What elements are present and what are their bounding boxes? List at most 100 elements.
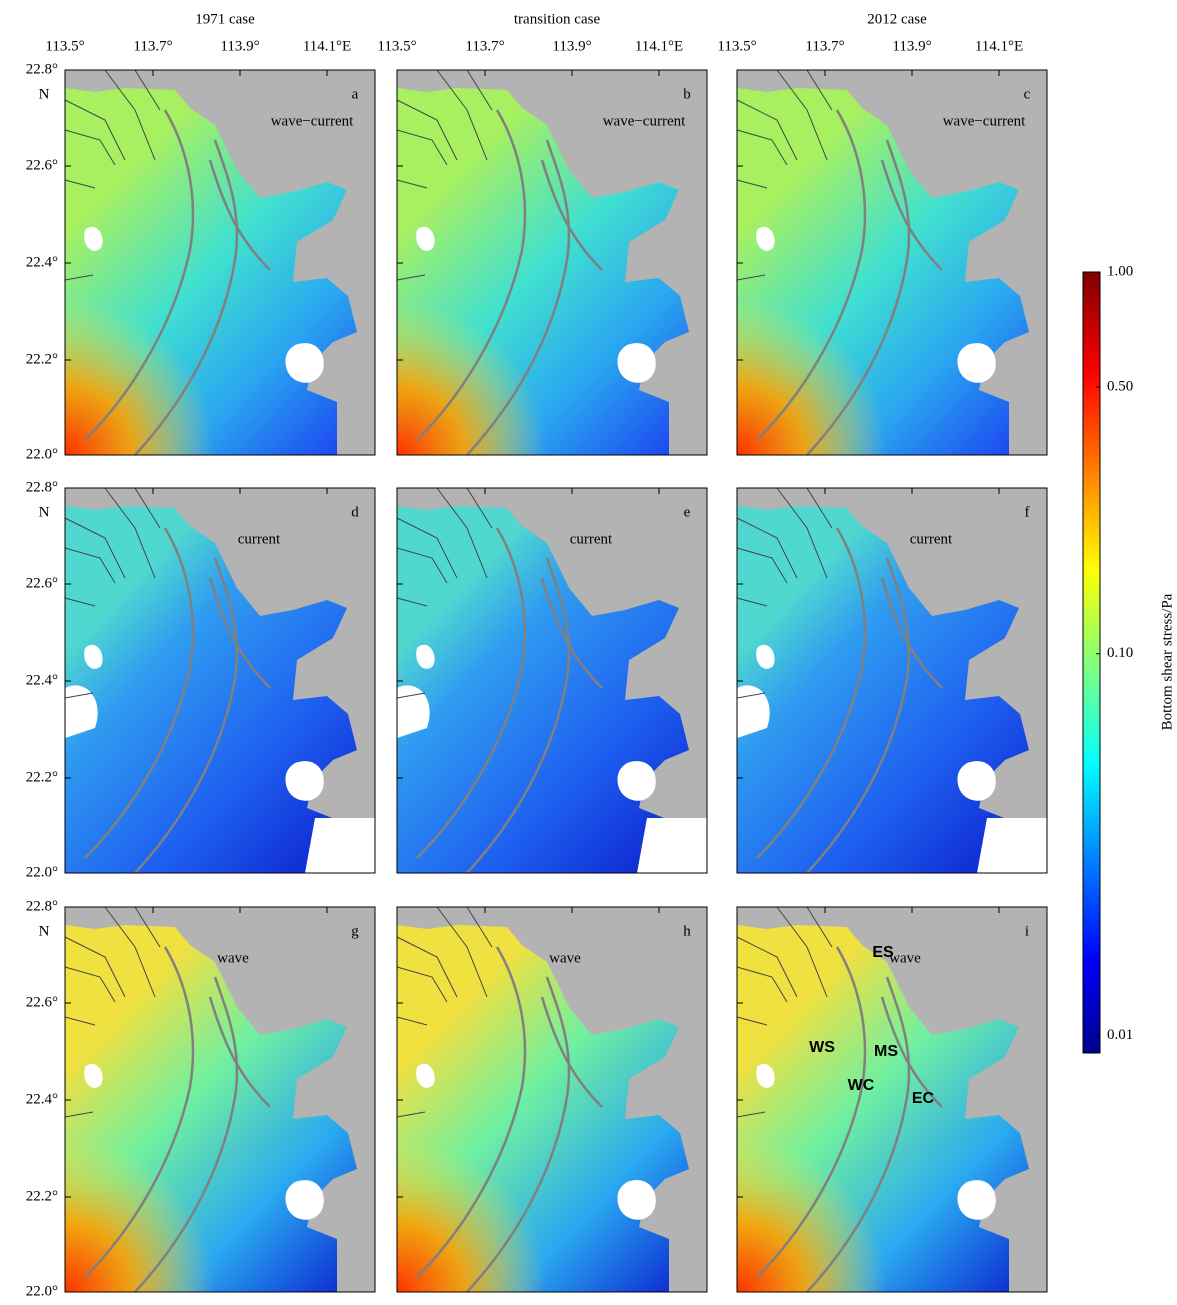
shoal-area: [737, 685, 1047, 873]
x-tick-label: 113.5°: [45, 38, 84, 54]
y-tick-label: 22.8°: [26, 898, 58, 914]
depth-contour: [756, 946, 943, 1293]
x-tick-label: 113.5°: [717, 38, 756, 54]
x-tick-label: 113.9°: [552, 38, 591, 54]
river-channel: [64, 487, 161, 699]
map-panel: e current: [396, 487, 708, 874]
row-label: current: [570, 531, 613, 547]
depth-contour: [84, 527, 271, 874]
map-panel: d current: [64, 487, 376, 874]
map-panel: h wave: [396, 906, 708, 1293]
x-tick-label: 114.1°E: [975, 38, 1023, 54]
y-tick-label: 22.6°: [26, 994, 58, 1010]
column-title: 1971 case: [195, 11, 255, 27]
map-panel: c wave−current: [736, 69, 1048, 456]
colorbar-tick-label: 0.50: [1107, 378, 1133, 394]
x-tick-label: 113.9°: [220, 38, 259, 54]
row-label: wave−current: [943, 113, 1026, 129]
high-stress-zone: [737, 300, 887, 455]
river-channel: [736, 69, 833, 281]
map-panel: a wave−current: [64, 69, 376, 456]
x-tick-label: 114.1°E: [635, 38, 683, 54]
shoal-area: [65, 685, 375, 873]
column-title: 2012 case: [867, 11, 927, 27]
row-label: wave: [889, 950, 921, 966]
river-channel: [396, 906, 493, 1118]
water: [65, 506, 357, 873]
map-panel: b wave−current: [396, 69, 708, 456]
shoal-area: [397, 685, 707, 873]
y-tick-label: 22.6°: [26, 157, 58, 173]
y-unit: N: [39, 86, 50, 102]
map-panel: g wave: [64, 906, 376, 1293]
shoal-area: [84, 1063, 324, 1220]
region-label: MS: [874, 1043, 898, 1060]
y-unit: N: [39, 923, 50, 939]
row-label: current: [238, 531, 281, 547]
shoal-area: [756, 644, 996, 801]
region-label: EC: [912, 1090, 935, 1107]
depth-contour: [84, 946, 271, 1293]
colorbar-tick-label: 1.00: [1107, 263, 1133, 279]
river-channel: [736, 487, 833, 699]
water: [737, 506, 1029, 873]
y-tick-label: 22.2°: [26, 769, 58, 785]
y-tick-label: 22.2°: [26, 351, 58, 367]
region-label: WS: [809, 1039, 835, 1056]
panel-letter: c: [1024, 86, 1031, 102]
map-panel: i wave: [736, 906, 1048, 1293]
river-channel: [396, 69, 493, 281]
high-stress-zone: [65, 1137, 215, 1292]
y-tick-label: 22.8°: [26, 61, 58, 77]
shoal-area: [756, 226, 996, 383]
panel-letter: d: [351, 504, 359, 520]
shoal-area: [416, 226, 656, 383]
river-channel: [64, 906, 161, 1118]
y-unit: N: [39, 504, 50, 520]
colorbar-tick-label: 0.10: [1107, 645, 1133, 661]
colorbar: [1082, 271, 1101, 1054]
shoal-area: [84, 226, 324, 383]
depth-contour: [756, 527, 943, 874]
panel-letter: i: [1025, 923, 1029, 939]
colorbar-tick-label: 0.01: [1107, 1027, 1133, 1043]
row-label: wave: [217, 950, 249, 966]
depth-contour: [416, 946, 603, 1293]
row-label: wave−current: [603, 113, 686, 129]
panel-letter: e: [684, 504, 691, 520]
high-stress-zone: [397, 300, 547, 455]
shoal-area: [416, 644, 656, 801]
x-tick-label: 113.5°: [377, 38, 416, 54]
river-channel: [736, 906, 833, 1118]
shoal-area: [416, 1063, 656, 1220]
panel-letter: f: [1025, 504, 1030, 520]
map-panel: f current: [736, 487, 1048, 874]
y-tick-label: 22.8°: [26, 479, 58, 495]
row-label: wave−current: [271, 113, 354, 129]
y-tick-label: 22.4°: [26, 1091, 58, 1107]
panel-letter: h: [683, 923, 691, 939]
x-tick-label: 113.7°: [805, 38, 844, 54]
depth-contour: [84, 109, 271, 456]
depth-contour: [756, 109, 943, 456]
x-tick-label: 113.9°: [892, 38, 931, 54]
y-tick-label: 22.6°: [26, 575, 58, 591]
y-tick-label: 22.0°: [26, 446, 58, 462]
high-stress-zone: [397, 1137, 547, 1292]
panel-letter: b: [683, 86, 691, 102]
column-title: transition case: [514, 11, 601, 27]
y-tick-label: 22.0°: [26, 864, 58, 880]
region-label: WC: [848, 1077, 875, 1094]
x-tick-label: 113.7°: [465, 38, 504, 54]
shoal-area: [756, 1063, 996, 1220]
y-tick-label: 22.4°: [26, 254, 58, 270]
water: [397, 506, 689, 873]
y-tick-label: 22.4°: [26, 672, 58, 688]
high-stress-zone: [737, 1137, 887, 1292]
row-label: current: [910, 531, 953, 547]
y-tick-label: 22.0°: [26, 1283, 58, 1299]
depth-contour: [416, 109, 603, 456]
panel-letter: g: [351, 923, 359, 939]
